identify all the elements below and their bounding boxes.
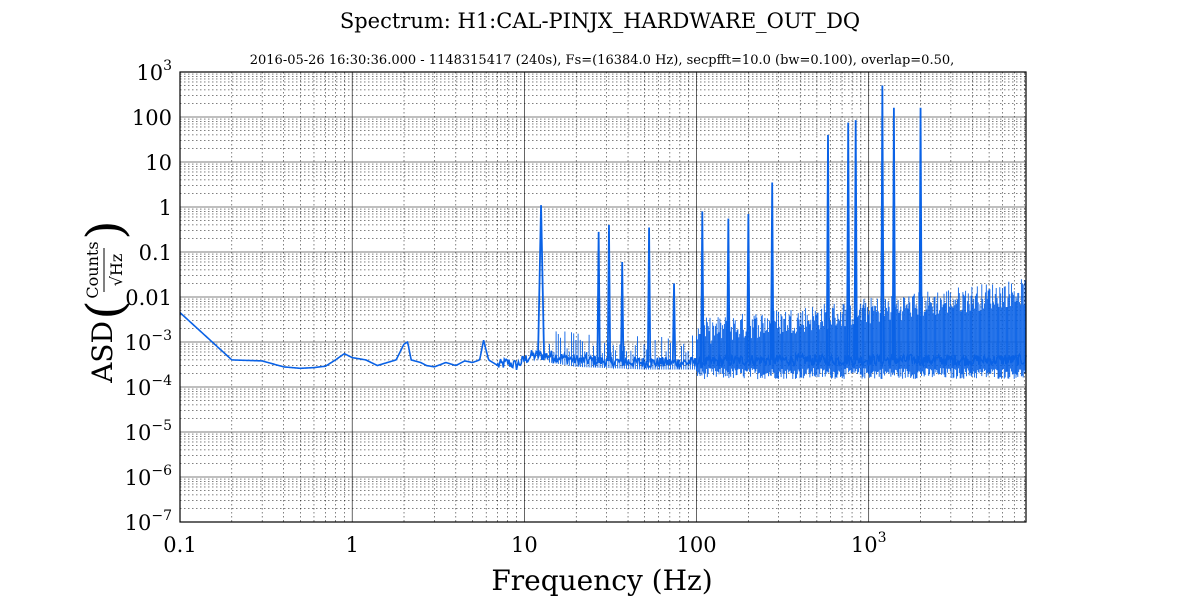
spectral-peak <box>671 283 677 363</box>
y-axis-label-denominator: √Hz <box>107 254 126 287</box>
spectral-peak <box>891 107 896 360</box>
y-axis-label-numerator: Counts <box>83 241 102 298</box>
y-tick-label: 10−5 <box>125 418 172 445</box>
y-tick-label: 1 <box>159 196 172 220</box>
x-tick-label: 1 <box>345 533 358 557</box>
y-tick-label: 0.01 <box>125 286 172 310</box>
x-tick-labels: 0.1 1 10 100 103 <box>163 530 886 557</box>
spectral-peak <box>770 182 775 360</box>
spectral-peak <box>880 85 885 360</box>
spectral-peak <box>646 227 652 363</box>
x-tick-label: 100 <box>677 533 717 557</box>
y-tick-label: 103 <box>136 58 172 85</box>
y-tick-exponent: 3 <box>163 58 172 74</box>
x-tick-label: 103 <box>851 530 887 557</box>
chart-subtitle: 2016-05-26 16:30:36.000 - 1148315417 (24… <box>250 53 955 68</box>
spectral-peak <box>537 205 545 356</box>
spectral-peak <box>846 122 851 360</box>
x-tick-label: 10 <box>511 533 538 557</box>
y-tick-label: 10−7 <box>125 508 172 535</box>
spectral-peak <box>853 120 858 360</box>
spectral-peak <box>620 261 625 362</box>
x-tick-label: 0.1 <box>163 533 196 557</box>
peak-series <box>537 85 923 363</box>
y-tick-label: 10−3 <box>125 328 172 355</box>
plot-frame <box>179 71 1027 523</box>
y-axis-label-close-paren: ) <box>76 220 134 240</box>
y-axis-label-open-paren: ( <box>76 300 134 320</box>
y-axis-label: ASD ( Counts √Hz ) <box>76 220 134 384</box>
y-tick-label: 0.1 <box>139 241 172 265</box>
y-tick-exponent: −5 <box>151 418 172 434</box>
y-tick-label: 10−4 <box>125 373 172 400</box>
y-tick-label: 10 <box>145 151 172 175</box>
y-tick-exponent: −7 <box>151 508 172 524</box>
y-tick-label: 10−6 <box>125 463 172 490</box>
asd-baseline-line <box>179 312 1027 371</box>
x-tick-exponent: 3 <box>878 530 887 546</box>
spectral-peak <box>700 211 705 363</box>
chart-title: Spectrum: H1:CAL-PINJX_HARDWARE_OUT_DQ <box>340 9 860 33</box>
y-tick-label: 100 <box>132 106 172 130</box>
y-tick-exponent: −4 <box>151 373 172 389</box>
spectral-peak <box>726 218 731 361</box>
y-tick-labels: 10−7 10−6 10−5 10−4 10−3 0.01 0.1 1 10 100 103 <box>125 58 172 535</box>
spectral-peak <box>606 224 612 362</box>
spectral-peak <box>825 134 831 360</box>
spectral-peak <box>918 107 923 360</box>
y-tick-exponent: −3 <box>151 328 172 344</box>
spectral-peak <box>746 213 751 360</box>
major-grid <box>179 71 1026 523</box>
y-axis-label-prefix: ASD <box>86 321 119 384</box>
x-axis-label: Frequency (Hz) <box>491 564 712 597</box>
y-tick-exponent: −6 <box>151 463 172 479</box>
spectral-peak <box>596 231 601 361</box>
